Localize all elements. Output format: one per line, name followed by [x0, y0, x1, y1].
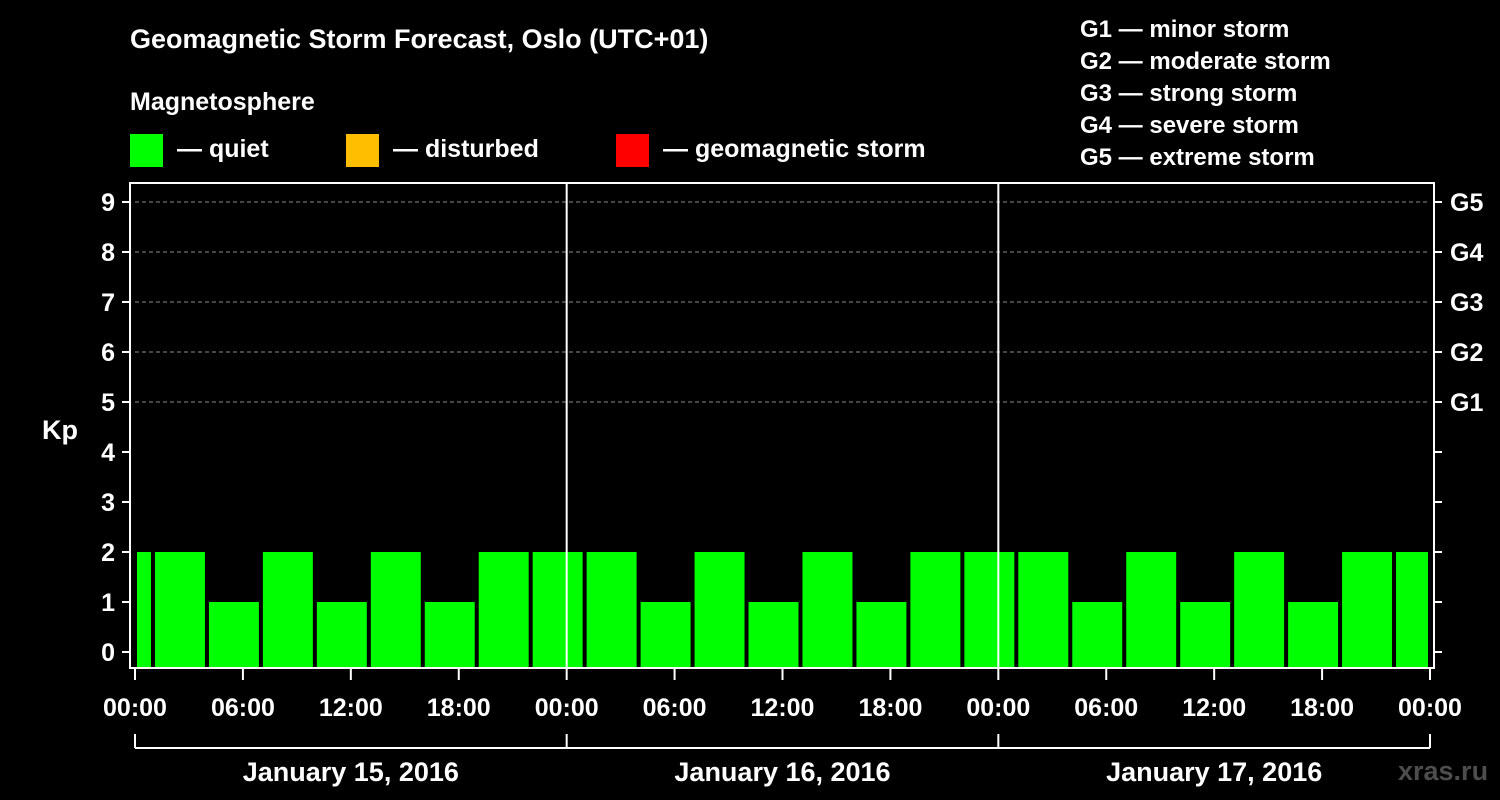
- x-tick-label: 00:00: [535, 694, 599, 722]
- kp-bar-24: [1396, 552, 1428, 668]
- kp-bar-7: [478, 552, 529, 668]
- legend-swatch-quiet: [130, 134, 163, 167]
- y-tick-label: 6: [101, 339, 115, 367]
- x-tick-label: 12:00: [1182, 694, 1246, 722]
- kp-bar-4: [316, 602, 367, 668]
- x-tick-label: 12:00: [319, 694, 383, 722]
- kp-bar-14: [856, 602, 907, 668]
- kp-bar-15: [910, 552, 961, 668]
- y-axis-label: Kp: [42, 415, 78, 445]
- y-tick-label: 1: [101, 589, 115, 617]
- kp-bar-9: [586, 552, 637, 668]
- day-label: January 15, 2016: [243, 757, 459, 787]
- g-level-label: G2: [1450, 339, 1483, 367]
- g-scale-g1: G1 — minor storm: [1080, 16, 1289, 43]
- chart-title: Geomagnetic Storm Forecast, Oslo (UTC+01…: [130, 24, 708, 54]
- x-tick-label: 00:00: [1398, 694, 1462, 722]
- x-tick-label: 06:00: [1074, 694, 1138, 722]
- y-tick-label: 2: [101, 539, 115, 567]
- y-tick-label: 5: [101, 389, 115, 417]
- kp-bar-0: [137, 552, 151, 668]
- kp-bar-8: [532, 552, 583, 668]
- x-tick-label: 06:00: [643, 694, 707, 722]
- kp-bar-20: [1180, 602, 1231, 668]
- legend: — quiet — disturbed — geomagnetic storm: [130, 134, 926, 167]
- x-tick-label: 18:00: [1290, 694, 1354, 722]
- day-label: January 16, 2016: [674, 757, 890, 787]
- legend-label-storm: — geomagnetic storm: [663, 135, 926, 163]
- kp-bar-19: [1126, 552, 1177, 668]
- x-tick-label: 00:00: [103, 694, 167, 722]
- grid-lines: [135, 201, 1430, 403]
- y-tick-label: 7: [101, 289, 115, 317]
- kp-bar-10: [640, 602, 691, 668]
- kp-bar-16: [964, 552, 1015, 668]
- watermark: xras.ru: [1398, 756, 1488, 786]
- x-tick-label: 18:00: [427, 694, 491, 722]
- kp-bar-1: [154, 552, 205, 668]
- kp-bar-5: [370, 552, 421, 668]
- g-scale-g3: G3 — strong storm: [1080, 80, 1297, 107]
- x-tick-label: 12:00: [751, 694, 815, 722]
- g-level-label: G4: [1450, 239, 1483, 267]
- x-tick-label: 18:00: [858, 694, 922, 722]
- day-label: January 17, 2016: [1106, 757, 1322, 787]
- x-tick-label: 06:00: [211, 694, 275, 722]
- kp-bar-13: [802, 552, 853, 668]
- y-tick-label: 0: [101, 639, 115, 667]
- kp-bar-21: [1234, 552, 1285, 668]
- y-tick-label: 9: [101, 189, 115, 217]
- y-tick-label: 4: [101, 439, 115, 467]
- legend-label-disturbed: — disturbed: [393, 135, 539, 163]
- g-level-label: G3: [1450, 289, 1483, 317]
- g-scale-g5: G5 — extreme storm: [1080, 144, 1315, 171]
- day-dividers: [565, 183, 1000, 668]
- bars: [137, 552, 1428, 668]
- legend-swatch-storm: [616, 134, 649, 167]
- y-tick-label: 8: [101, 239, 115, 267]
- g-scale-key: G1 — minor storm G2 — moderate storm G3 …: [1080, 16, 1331, 171]
- x-ticks: 00:00 06:00 12:00 18:00 00:00 06:00 12:00 18:00…: [103, 668, 1462, 722]
- y-tick-label: 3: [101, 489, 115, 517]
- g-level-label: G1: [1450, 389, 1483, 417]
- kp-bar-17: [1018, 552, 1069, 668]
- y-ticks: 0 1 2 3 4 5 6 7 8 9: [101, 189, 130, 667]
- day-labels: January 15, 2016 January 16, 2016 January …: [134, 734, 1431, 787]
- g-scale-g4: G4 — severe storm: [1080, 112, 1299, 139]
- g-level-label: G5: [1450, 189, 1483, 217]
- kp-bar-18: [1072, 602, 1123, 668]
- g-scale-g2: G2 — moderate storm: [1080, 48, 1331, 75]
- right-ticks: G1 G2 G3 G4 G5: [1434, 189, 1483, 653]
- legend-swatch-disturbed: [346, 134, 379, 167]
- x-tick-label: 00:00: [966, 694, 1030, 722]
- kp-bar-2: [208, 602, 259, 668]
- legend-title: Magnetosphere: [130, 88, 315, 116]
- kp-bar-11: [694, 552, 745, 668]
- kp-bar-22: [1288, 602, 1339, 668]
- legend-label-quiet: — quiet: [177, 135, 269, 163]
- kp-bar-6: [424, 602, 475, 668]
- kp-bar-3: [262, 552, 313, 668]
- kp-bar-12: [748, 602, 799, 668]
- kp-bar-23: [1342, 552, 1393, 668]
